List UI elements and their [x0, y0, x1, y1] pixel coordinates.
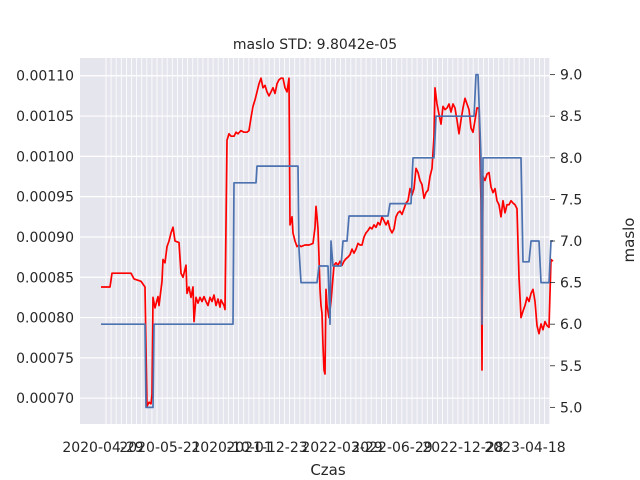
x-tick-label: 2022-03-29: [301, 440, 382, 456]
y-tick-label: 0.00090: [16, 230, 74, 246]
grid: [80, 58, 551, 424]
y-tick-label: 0.00105: [16, 109, 74, 125]
y-tick-label: 0.00095: [16, 190, 74, 206]
x-axis-label: Czas: [310, 461, 346, 479]
y2-tick-label: 5.5: [560, 359, 582, 375]
y-tick-label: 0.00110: [16, 69, 74, 85]
y2-tick-label: 6.5: [560, 276, 582, 292]
y-tick-label: 0.00100: [16, 149, 74, 165]
series-layer: [101, 73, 554, 409]
y-tick-label: 0.00075: [16, 351, 74, 367]
x-tick-label: 2020-04-29: [62, 440, 143, 456]
x-tick-label: 2020-05-21: [119, 440, 200, 456]
y-tick-label: 0.00080: [16, 311, 74, 327]
x-axis: 2020-04-292020-05-212020-10-012021-12-23…: [62, 440, 565, 456]
y-tick-label: 0.00085: [16, 270, 74, 286]
chart-title: maslo STD: 9.8042e-05: [233, 37, 397, 53]
y2-tick-label: 8.5: [560, 109, 582, 125]
y-axis-left: 0.00070 0.00075 0.00080 0.00085 0.00090 0.000…: [16, 69, 74, 407]
y2-axis-label: maslo: [620, 218, 638, 263]
x-tick-label: 2022-12-28: [422, 440, 503, 456]
y2-tick-label: 8.0: [560, 151, 582, 167]
y-tick-label: 0.00070: [16, 391, 74, 407]
x-tick-label: 2020-10-01: [191, 440, 272, 456]
y-axis-right: 5.0 5.5 6.0 6.5 7.0 7.5 8.0 8.5 9.0: [550, 68, 582, 416]
series-line-right: [101, 73, 553, 409]
x-tick-label: 2023-04-18: [484, 440, 565, 456]
x-tick-label: 2022-06-29: [351, 440, 432, 456]
y2-tick-label: 7.5: [560, 192, 582, 208]
y2-tick-label: 7.0: [560, 234, 582, 250]
y2-tick-label: 9.0: [560, 68, 582, 84]
x-tick-label: 2021-12-23: [226, 440, 307, 456]
y2-tick-label: 6.0: [560, 317, 582, 333]
y2-tick-label: 5.0: [560, 400, 582, 416]
